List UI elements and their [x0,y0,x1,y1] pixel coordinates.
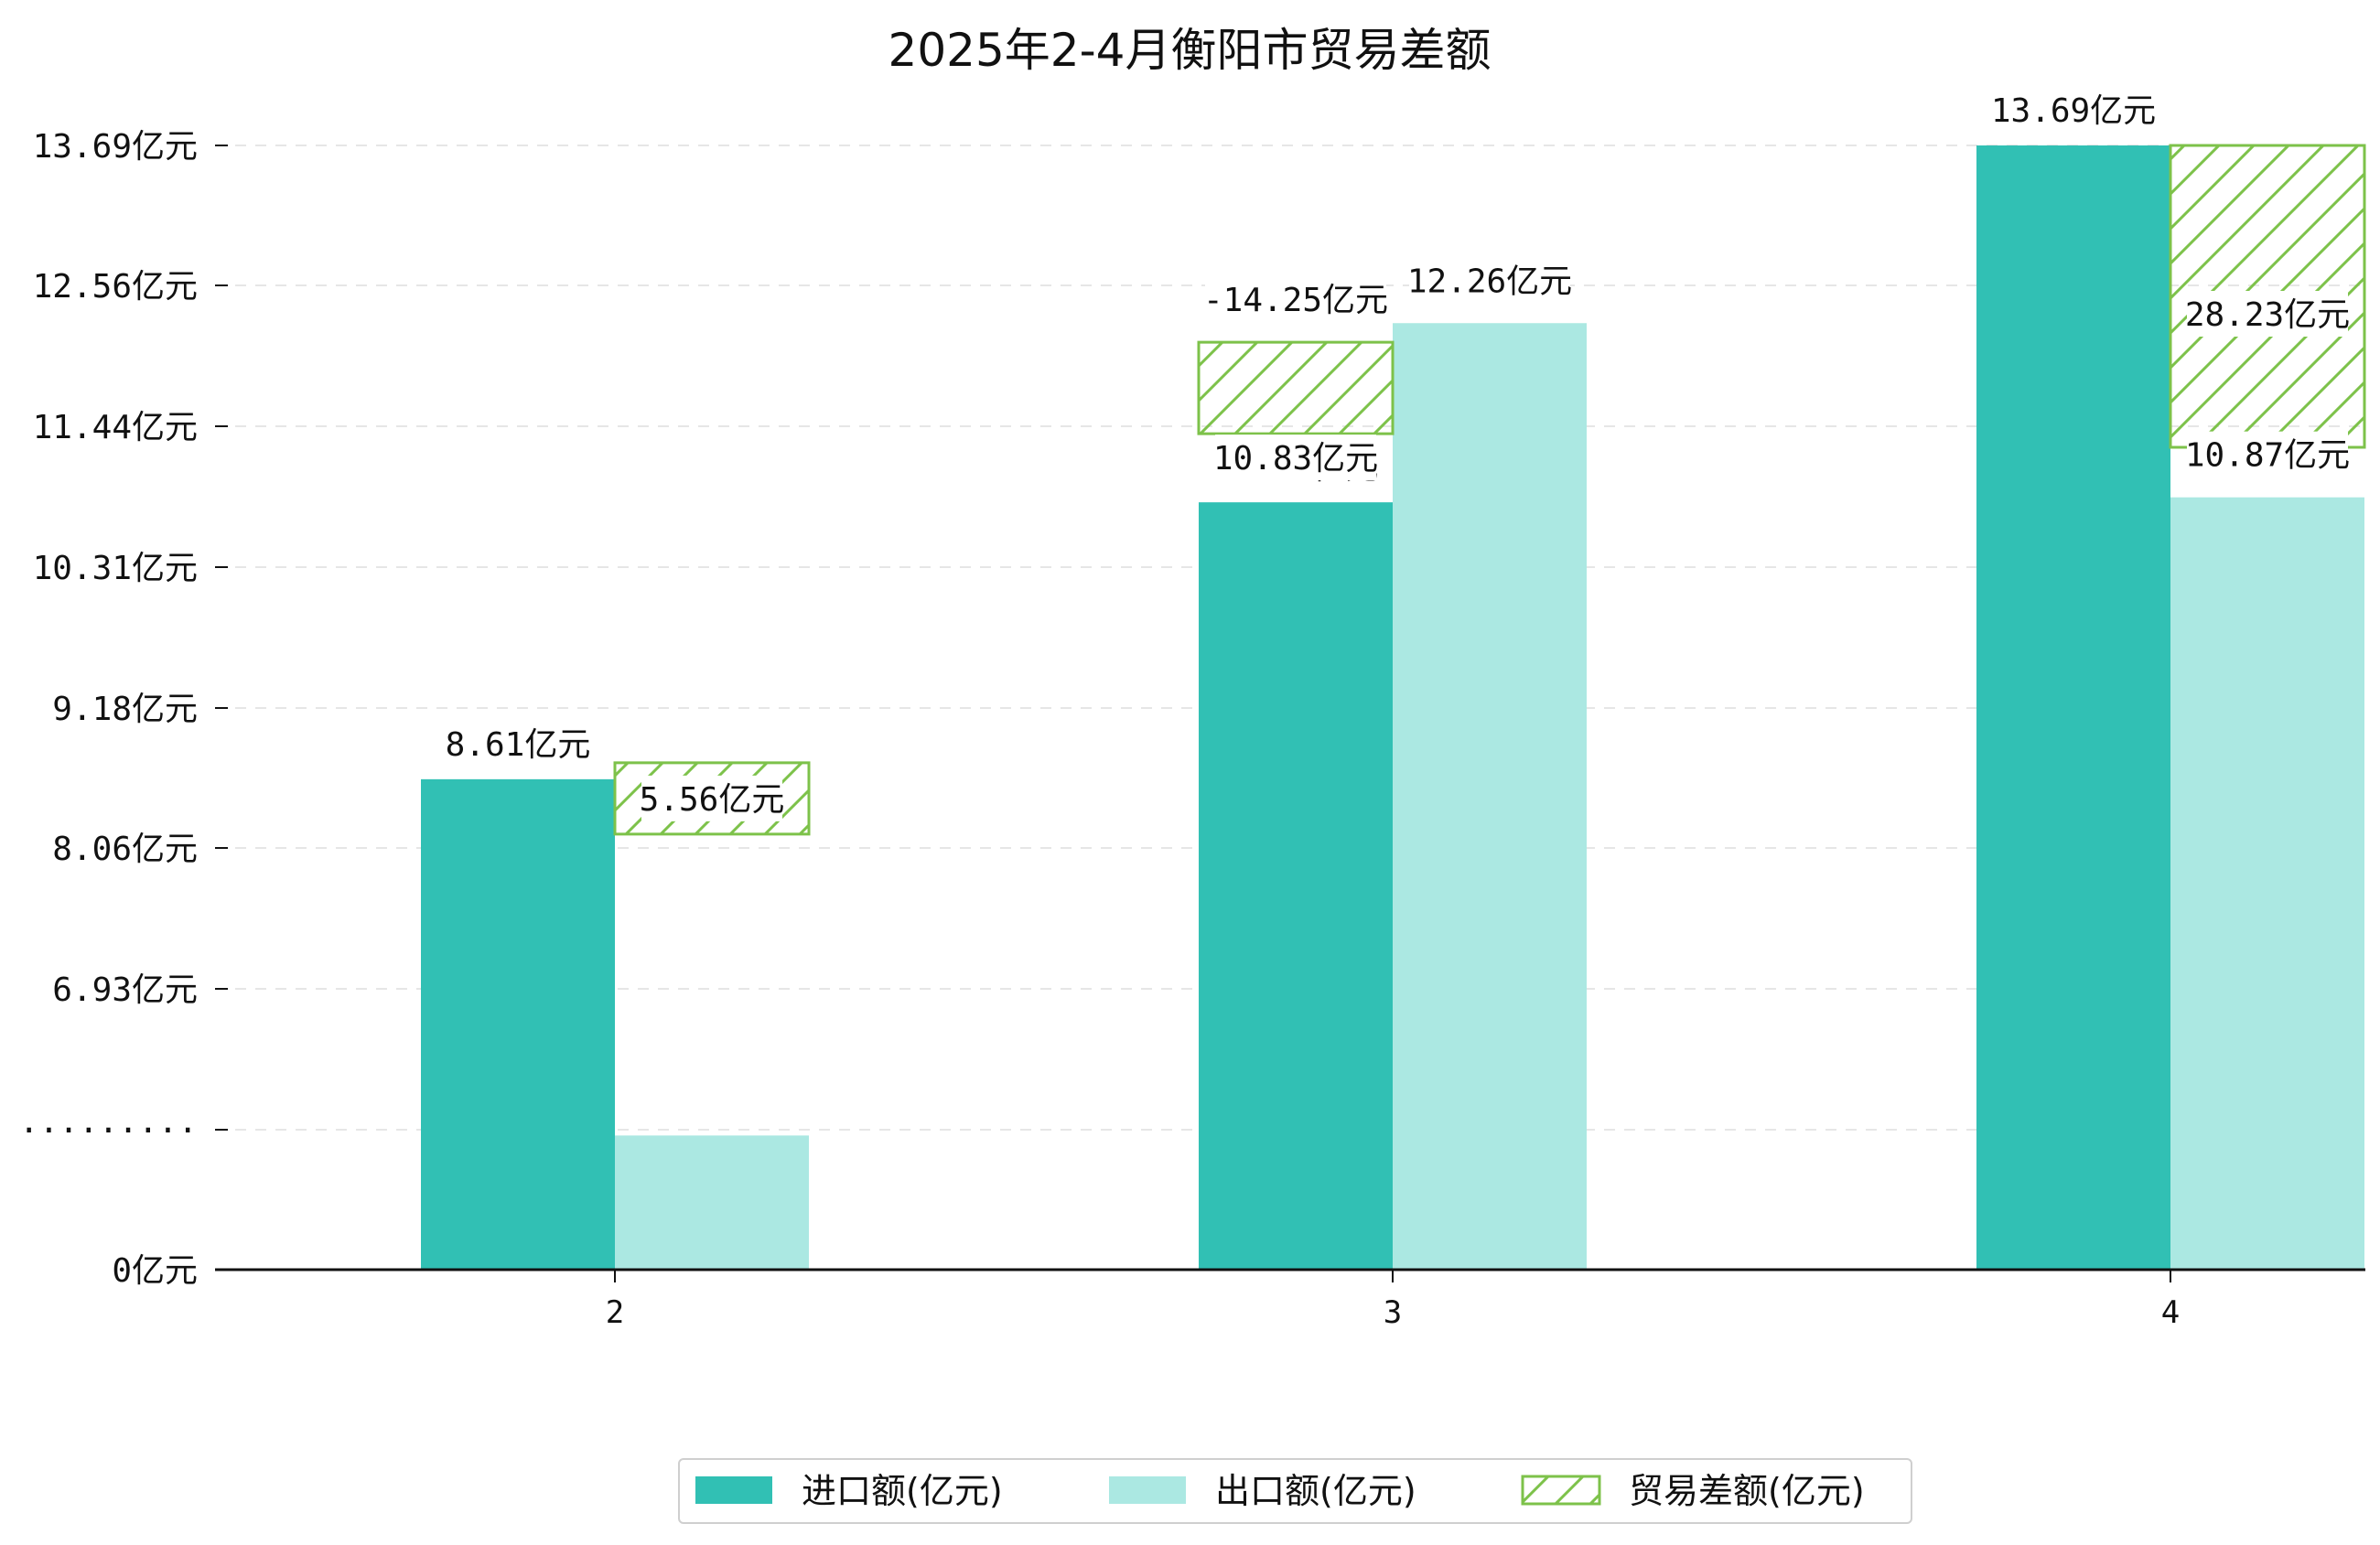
balance-label-bg [2187,291,2348,337]
legend-swatch [1109,1476,1186,1504]
data-labels: 8.61亿元5.56亿元10.83亿元12.26亿元10.83亿元-14.25亿… [446,87,2350,821]
x-tick-label: 4 [2161,1294,2180,1331]
x-axis: 2 3 4 [215,1268,2365,1331]
bars [421,144,2366,1270]
legend: 进口额(亿元) 出口额(亿元) 贸易差额(亿元) [678,1458,1912,1524]
legend-label: 贸易差额(亿元) [1629,1471,1865,1511]
import-label-bg [447,720,588,767]
import-label: 8.61亿元 [446,726,591,764]
y-tick-label: 9.18亿元 [52,691,198,728]
legend-label: 出口额(亿元) [1215,1471,1416,1511]
export-bar [615,1135,809,1270]
y-tick-label: 11.44亿元 [33,409,198,446]
import-bar [1199,502,1393,1270]
y-tick-label: 13.69亿元 [33,128,198,166]
y-tick-label: 10.31亿元 [33,550,198,587]
legend-box [678,1458,1912,1524]
export-bar [2170,497,2364,1270]
export-label-bg [2187,431,2348,477]
import-label: 13.69亿元 [1991,92,2156,130]
import-bar [1976,145,2170,1270]
import-bar [421,778,615,1270]
import-label-2-bg [1215,435,1376,481]
y-tick-label: 6.93亿元 [52,971,198,1009]
legend-swatch [1521,1475,1601,1506]
export-label: 12.26亿元 [1407,263,1572,300]
balance-label: 28.23亿元 [2185,296,2350,334]
export-label: 10.87亿元 [2185,437,2350,475]
y-tick-label: 8.06亿元 [52,831,198,868]
y-tick-label: 12.56亿元 [33,268,198,306]
chart-title: 2025年2-4月衡阳市贸易差额 [888,24,1492,77]
x-tick-label: 3 [1384,1294,1402,1331]
import-label-2: 10.83亿元 [1213,440,1378,477]
export-bar [1393,323,1587,1270]
y-axis: 0亿元 ········· 6.93亿元 8.06亿元 9.18亿元 10.31亿元 11.… [19,128,228,1290]
export-label-bg [641,775,782,821]
legend-label: 进口额(亿元) [802,1471,1003,1511]
export-label: 5.56亿元 [640,781,785,819]
import-label-bg [1993,87,2154,133]
y-tick-label: 0亿元 [112,1252,198,1290]
balance-label: -14.25亿元 [1203,282,1388,319]
balance-label-bg [1205,276,1386,323]
legend-swatch [695,1476,772,1504]
export-label-bg [1409,257,1570,304]
balance-bar [1197,340,1395,435]
y-tick-label: ········· [19,1112,198,1150]
x-tick-label: 2 [606,1294,624,1331]
